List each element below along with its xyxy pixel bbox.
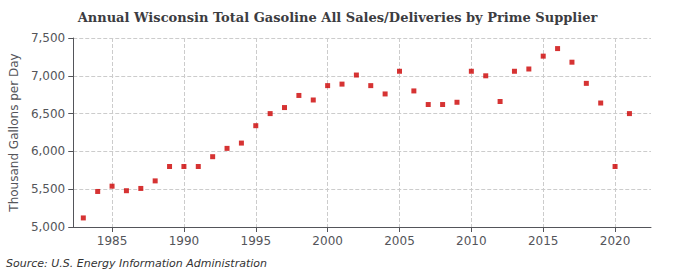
svg-text:6,500: 6,500 xyxy=(31,107,65,121)
svg-text:7,500: 7,500 xyxy=(31,31,65,45)
svg-text:5,500: 5,500 xyxy=(31,182,65,196)
svg-text:5,000: 5,000 xyxy=(31,220,65,234)
svg-text:Source: U.S. Energy Informatio: Source: U.S. Energy Information Administ… xyxy=(6,257,267,270)
svg-text:2000: 2000 xyxy=(312,234,343,248)
svg-text:2020: 2020 xyxy=(600,234,631,248)
svg-text:1995: 1995 xyxy=(241,234,272,248)
svg-text:Thousand Gallons per Day: Thousand Gallons per Day xyxy=(7,53,21,212)
svg-text:2005: 2005 xyxy=(384,234,415,248)
svg-text:2015: 2015 xyxy=(528,234,559,248)
svg-text:7,000: 7,000 xyxy=(31,69,65,83)
svg-text:Annual Wisconsin Total Gasolin: Annual Wisconsin Total Gasoline All Sale… xyxy=(77,10,598,25)
svg-text:2010: 2010 xyxy=(456,234,487,248)
svg-text:6,000: 6,000 xyxy=(31,144,65,158)
svg-text:1990: 1990 xyxy=(169,234,200,248)
svg-text:1985: 1985 xyxy=(97,234,128,248)
